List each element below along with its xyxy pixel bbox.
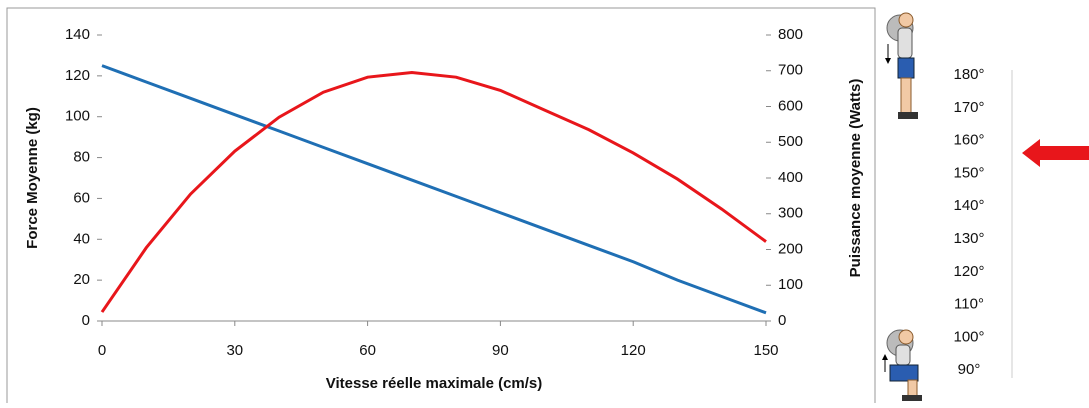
- series-line: [100, 71, 767, 313]
- y-tick-label: 20: [73, 271, 90, 288]
- squat-figure-bottom: [882, 329, 922, 401]
- y-tick-label: 80: [73, 149, 90, 166]
- red-arrow: [1022, 139, 1089, 167]
- angle-label: 120°: [953, 263, 984, 280]
- angle-label: 110°: [954, 296, 984, 313]
- y-tick-label: 100: [65, 108, 90, 125]
- y-axis-title: Force Moyenne (kg): [24, 107, 41, 249]
- angle-label: 90°: [958, 361, 981, 378]
- y2-axis-title: Puissance moyenne (Watts): [847, 79, 864, 278]
- y-tick-label: 120: [65, 67, 90, 84]
- chart-frame: [6, 7, 876, 408]
- angle-label: 140°: [953, 197, 984, 214]
- y-tick-label: 0: [82, 312, 90, 329]
- y-tick-label: 60: [73, 189, 90, 206]
- y-tick-label: 40: [73, 230, 90, 247]
- x-tick-label: 150: [753, 342, 778, 359]
- angle-label: 180°: [953, 66, 984, 83]
- x-tick-label: 60: [359, 342, 376, 359]
- y2-tick-label: 700: [778, 62, 803, 79]
- y2-tick-label: 600: [778, 97, 803, 114]
- angle-label: 150°: [953, 164, 984, 181]
- angle-label: 160°: [953, 132, 984, 149]
- y2-tick-label: 500: [778, 133, 803, 150]
- x-tick-label: 120: [621, 342, 646, 359]
- y2-tick-label: 100: [778, 276, 803, 293]
- x-axis-title: Vitesse réelle maximale (cm/s): [326, 375, 543, 392]
- series-line: [101, 64, 767, 315]
- x-tick-label: 0: [98, 342, 106, 359]
- y2-tick-label: 300: [778, 205, 803, 222]
- y-tick-label: 140: [65, 26, 90, 43]
- angle-label: 100°: [953, 328, 984, 345]
- y2-tick-label: 0: [778, 312, 786, 329]
- squat-figure-top: [885, 12, 918, 119]
- x-tick-label: 90: [492, 342, 509, 359]
- x-tick-label: 30: [226, 342, 243, 359]
- y2-tick-label: 200: [778, 240, 803, 257]
- y2-tick-label: 400: [778, 169, 803, 186]
- y2-tick-label: 800: [778, 26, 803, 43]
- angle-label: 170°: [953, 99, 984, 116]
- angle-label: 130°: [953, 230, 984, 247]
